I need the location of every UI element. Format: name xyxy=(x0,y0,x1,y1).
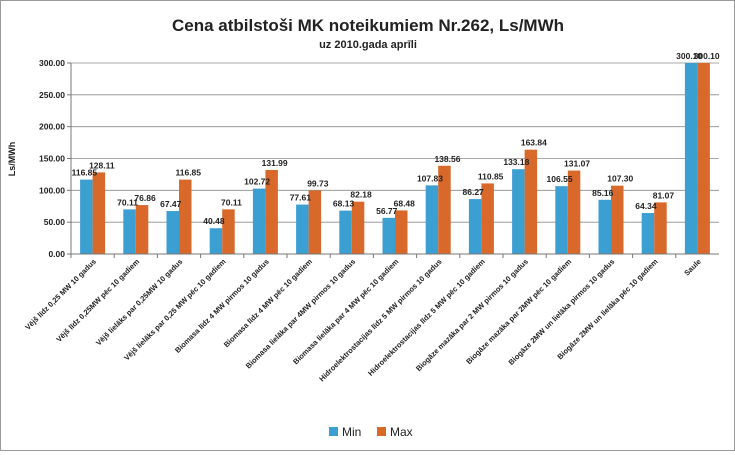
data-label-min: 102.72 xyxy=(244,177,270,187)
bar-max xyxy=(654,202,667,254)
chart-title: Cena atbilstoši MK noteikumiem Nr.262, L… xyxy=(172,16,564,35)
legend-swatch-min xyxy=(329,427,338,436)
data-label-max: 163.84 xyxy=(521,138,547,148)
x-tick-label: Vējš līdz 0,25 MW 10 gadus xyxy=(23,257,98,332)
data-label-max: 131.99 xyxy=(262,158,288,168)
data-label-min: 64.34 xyxy=(635,201,657,211)
bar-max xyxy=(481,183,494,254)
bar-max xyxy=(567,170,581,254)
bar-min xyxy=(339,210,352,254)
bar-min xyxy=(684,62,698,254)
data-label-min: 116.85 xyxy=(72,168,98,178)
bar-min xyxy=(166,211,179,254)
data-label-max: 107.30 xyxy=(607,174,633,184)
x-tick-label: Saule xyxy=(682,257,703,278)
data-label-max: 110.85 xyxy=(478,171,504,181)
bar-max xyxy=(395,210,408,254)
data-label-min: 77.61 xyxy=(290,193,312,203)
data-label-max: 300.10 xyxy=(694,51,720,61)
bar-max xyxy=(92,172,106,254)
y-tick-label: 50.00 xyxy=(44,217,66,227)
data-label-max: 138.56 xyxy=(434,154,460,164)
legend-label-max: Max xyxy=(390,425,413,439)
bar-min xyxy=(252,188,266,254)
bar-max xyxy=(524,149,538,254)
data-label-max: 81.07 xyxy=(653,190,675,200)
data-label-min: 67.47 xyxy=(160,199,182,209)
legend-swatch-max xyxy=(377,427,386,436)
bar-min xyxy=(425,185,439,254)
data-label-max: 82.18 xyxy=(350,190,372,200)
y-tick-label: 150.00 xyxy=(39,154,65,164)
bar-max xyxy=(135,205,149,254)
x-tick-label: Biomasa līdz 4 MW pirmos 10 gadus xyxy=(173,257,271,355)
data-label-min: 106.55 xyxy=(547,174,573,184)
data-label-max: 131.07 xyxy=(564,159,590,169)
bar-max xyxy=(222,209,235,254)
data-label-max: 76.86 xyxy=(134,193,156,203)
data-label-max: 70.11 xyxy=(221,197,242,207)
data-label-min: 85.16 xyxy=(592,188,614,198)
legend: Min Max xyxy=(329,425,413,439)
bar-max xyxy=(697,62,710,254)
y-tick-label: 250.00 xyxy=(39,90,65,100)
data-labels: 116.85128.1170.1176.8667.47116.8540.4870… xyxy=(72,51,720,226)
bar-min xyxy=(512,169,525,254)
data-label-max: 116.85 xyxy=(175,168,201,178)
x-tick-label: Vējš līdz 0,25MW pēc 10 gadiem xyxy=(54,257,141,344)
bar-min xyxy=(296,204,309,254)
bar-max xyxy=(265,169,278,254)
y-tick-label: 300.00 xyxy=(39,58,65,68)
bar-min xyxy=(598,199,611,254)
data-label-max: 68.48 xyxy=(394,198,416,208)
bars xyxy=(80,62,710,254)
bar-max xyxy=(308,190,322,254)
bar-max xyxy=(438,165,451,254)
y-axis-label: Ls/MWh xyxy=(7,142,17,177)
data-label-max: 128.11 xyxy=(89,160,115,170)
data-label-min: 68.13 xyxy=(333,199,355,209)
data-label-min: 70.11 xyxy=(117,197,138,207)
legend-label-min: Min xyxy=(342,425,361,439)
y-axis-ticks: 0.00 50.00 100.00 150.00 200.00 250.00 300.00 xyxy=(39,58,71,259)
y-tick-label: 100.00 xyxy=(39,185,65,195)
data-label-min: 86.27 xyxy=(463,187,485,197)
bar-max xyxy=(611,185,624,254)
x-tick-label: Biomasa līdz 4 MW pēc 10 gadiem xyxy=(222,257,314,349)
bar-min xyxy=(641,213,655,254)
data-label-min: 40.48 xyxy=(203,216,225,226)
y-tick-label: 200.00 xyxy=(39,122,65,132)
chart-subtitle: uz 2010.gada aprīli xyxy=(319,39,417,51)
bar-min xyxy=(555,186,568,254)
bar-min xyxy=(382,217,395,254)
x-tick-label: Vējš lielāks par 0,25MW 10 gadus xyxy=(94,257,184,347)
data-label-max: 99.73 xyxy=(307,179,329,189)
data-label-min: 133.18 xyxy=(503,157,529,167)
bar-min xyxy=(468,199,482,254)
bar-min xyxy=(209,228,223,254)
data-label-min: 56.77 xyxy=(376,206,398,216)
bar-min xyxy=(123,209,136,254)
bar-max xyxy=(179,179,192,254)
x-tick-label: Biogāze 2MW un lielāka pēc 10 gadiem xyxy=(555,257,659,361)
data-label-min: 107.83 xyxy=(417,173,443,183)
y-tick-label: 0.00 xyxy=(48,249,65,259)
bar-max xyxy=(351,201,365,254)
data-label-min: 300.10 xyxy=(676,51,702,61)
bar-min xyxy=(80,179,93,254)
